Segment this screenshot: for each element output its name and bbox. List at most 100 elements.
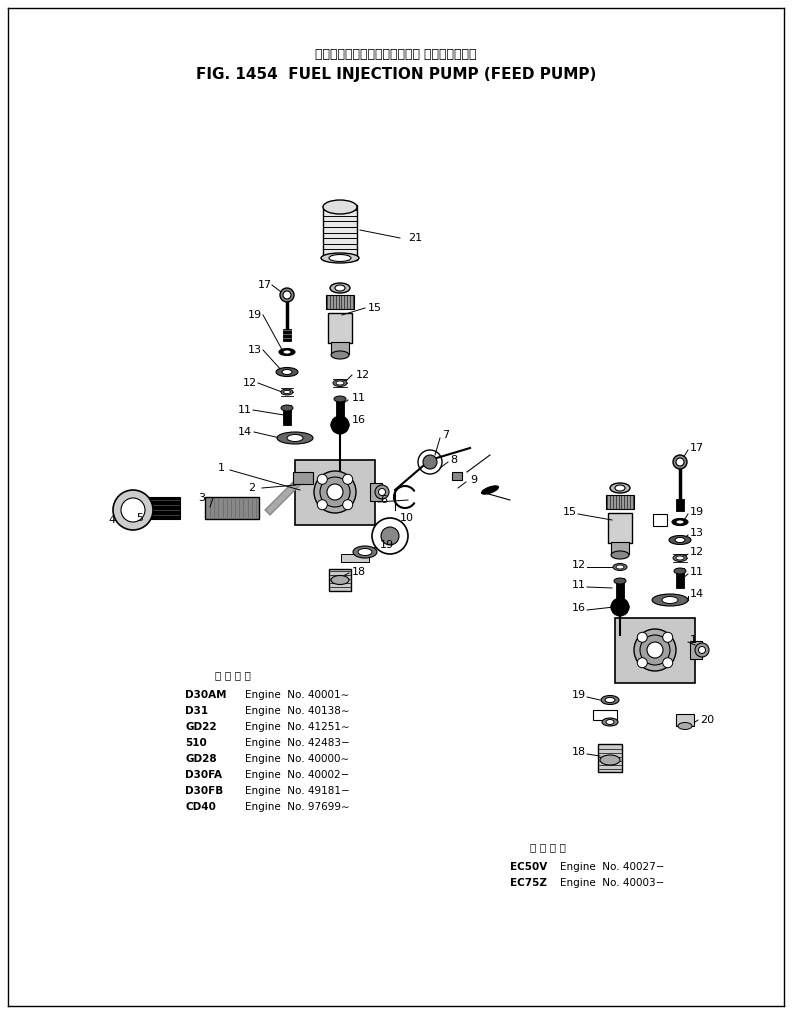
Circle shape bbox=[318, 500, 327, 510]
Ellipse shape bbox=[602, 718, 618, 726]
Bar bbox=[676, 714, 694, 726]
Text: EC75Z: EC75Z bbox=[510, 878, 547, 888]
Text: Engine  No. 40002−: Engine No. 40002− bbox=[245, 770, 349, 780]
Ellipse shape bbox=[333, 379, 347, 386]
Circle shape bbox=[663, 633, 672, 642]
Ellipse shape bbox=[695, 643, 709, 657]
Ellipse shape bbox=[652, 594, 688, 606]
Text: CD40: CD40 bbox=[185, 802, 216, 812]
Bar bbox=[326, 295, 354, 309]
Ellipse shape bbox=[601, 696, 619, 705]
Ellipse shape bbox=[676, 458, 684, 466]
Circle shape bbox=[113, 490, 153, 530]
Text: 18: 18 bbox=[572, 747, 586, 757]
Text: 510: 510 bbox=[185, 738, 207, 748]
Text: 20: 20 bbox=[700, 715, 714, 725]
Text: EC50V: EC50V bbox=[510, 862, 547, 872]
Bar bbox=[611, 542, 629, 554]
Ellipse shape bbox=[676, 520, 684, 524]
Text: 16: 16 bbox=[572, 603, 586, 613]
Text: 19: 19 bbox=[572, 690, 586, 700]
Text: 15: 15 bbox=[563, 507, 577, 517]
Ellipse shape bbox=[320, 477, 350, 507]
Ellipse shape bbox=[282, 369, 292, 374]
Text: 5: 5 bbox=[136, 513, 143, 523]
Text: 19: 19 bbox=[380, 540, 394, 550]
Text: 6: 6 bbox=[380, 495, 387, 505]
Ellipse shape bbox=[678, 723, 692, 729]
Text: 2: 2 bbox=[248, 483, 255, 493]
Text: Engine  No. 49181−: Engine No. 49181− bbox=[245, 786, 350, 796]
Ellipse shape bbox=[331, 576, 349, 584]
Text: D31: D31 bbox=[185, 706, 208, 716]
Bar bbox=[690, 641, 702, 659]
Text: 使 用 号 機: 使 用 号 機 bbox=[215, 670, 251, 680]
Text: Engine  No. 40138∼: Engine No. 40138∼ bbox=[245, 706, 349, 716]
Bar bbox=[283, 329, 291, 341]
Ellipse shape bbox=[283, 291, 291, 299]
Text: 1: 1 bbox=[690, 635, 697, 645]
Ellipse shape bbox=[281, 405, 293, 411]
Ellipse shape bbox=[672, 518, 688, 525]
Ellipse shape bbox=[283, 350, 291, 354]
Text: 12: 12 bbox=[356, 370, 370, 380]
Ellipse shape bbox=[335, 285, 345, 291]
Ellipse shape bbox=[276, 367, 298, 376]
Ellipse shape bbox=[280, 288, 294, 302]
Circle shape bbox=[638, 658, 647, 668]
Text: FIG. 1454  FUEL INJECTION PUMP (FEED PUMP): FIG. 1454 FUEL INJECTION PUMP (FEED PUMP… bbox=[196, 68, 596, 82]
Text: 12: 12 bbox=[243, 378, 257, 388]
Text: 3: 3 bbox=[198, 493, 205, 503]
Ellipse shape bbox=[616, 565, 624, 569]
Text: 14: 14 bbox=[690, 589, 704, 599]
Bar bbox=[608, 513, 632, 544]
Ellipse shape bbox=[331, 421, 349, 429]
Circle shape bbox=[423, 455, 437, 469]
Circle shape bbox=[318, 475, 327, 485]
Circle shape bbox=[638, 633, 647, 642]
Bar bbox=[370, 483, 382, 501]
Ellipse shape bbox=[662, 596, 678, 603]
Circle shape bbox=[381, 527, 399, 545]
Ellipse shape bbox=[281, 389, 293, 395]
Bar bbox=[676, 568, 684, 588]
Ellipse shape bbox=[640, 635, 670, 665]
Text: Engine  No. 97699∼: Engine No. 97699∼ bbox=[245, 802, 350, 812]
Ellipse shape bbox=[600, 755, 620, 765]
Bar bbox=[336, 397, 344, 417]
Circle shape bbox=[372, 518, 408, 554]
Text: 12: 12 bbox=[690, 547, 704, 557]
Circle shape bbox=[611, 598, 629, 615]
Ellipse shape bbox=[284, 390, 291, 393]
Ellipse shape bbox=[277, 432, 313, 444]
Text: GD28: GD28 bbox=[185, 754, 217, 764]
Text: 13: 13 bbox=[248, 345, 262, 355]
Ellipse shape bbox=[353, 546, 377, 558]
Text: Engine  No. 40001∼: Engine No. 40001∼ bbox=[245, 690, 349, 700]
Circle shape bbox=[327, 484, 343, 500]
Text: 8: 8 bbox=[450, 455, 457, 465]
Text: 13: 13 bbox=[690, 528, 704, 538]
Text: 使 用 号 機: 使 用 号 機 bbox=[530, 842, 565, 852]
Text: 21: 21 bbox=[408, 233, 422, 243]
Text: 19: 19 bbox=[690, 507, 704, 517]
Ellipse shape bbox=[379, 489, 386, 496]
Text: 1: 1 bbox=[218, 463, 225, 473]
Text: 17: 17 bbox=[690, 443, 704, 453]
Text: Engine  No. 40003−: Engine No. 40003− bbox=[560, 878, 664, 888]
Ellipse shape bbox=[323, 200, 357, 214]
Bar bbox=[329, 569, 351, 591]
Circle shape bbox=[343, 500, 352, 510]
Circle shape bbox=[343, 475, 352, 485]
Ellipse shape bbox=[605, 698, 615, 703]
Ellipse shape bbox=[676, 556, 684, 560]
Bar bbox=[295, 459, 375, 524]
Ellipse shape bbox=[336, 381, 344, 385]
Text: Engine  No. 40027−: Engine No. 40027− bbox=[560, 862, 664, 872]
Text: 18: 18 bbox=[352, 567, 366, 577]
Bar bbox=[676, 499, 684, 511]
Ellipse shape bbox=[674, 568, 686, 574]
Ellipse shape bbox=[675, 537, 685, 542]
Ellipse shape bbox=[358, 549, 372, 556]
Bar bbox=[293, 472, 313, 484]
